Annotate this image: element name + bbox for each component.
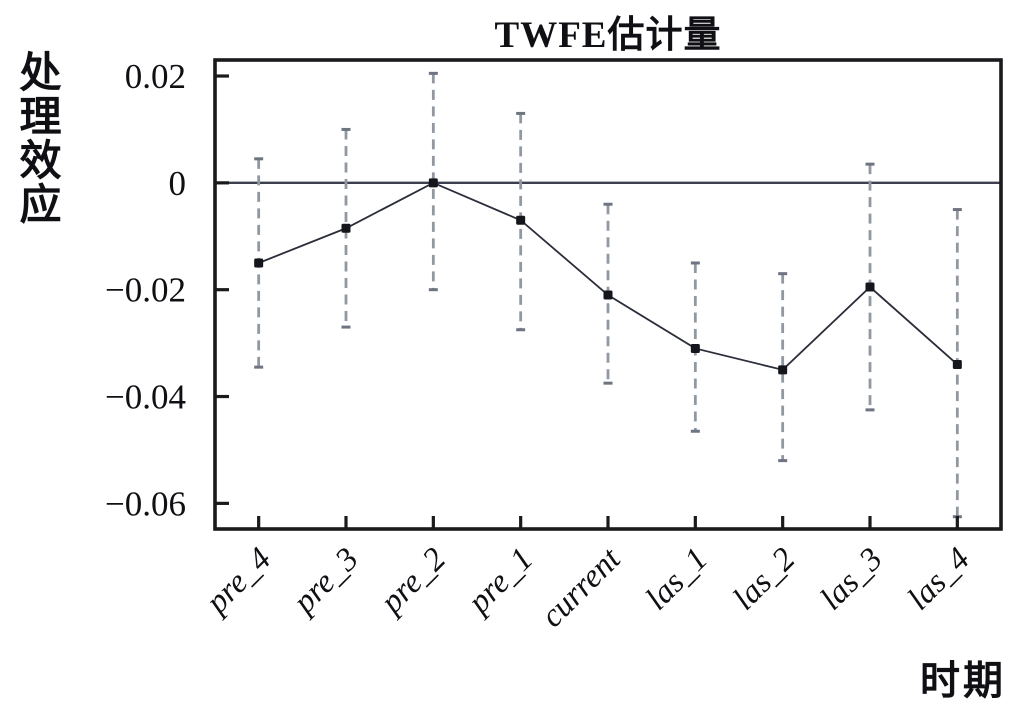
x-tick-label: pre_2	[373, 541, 453, 621]
y-tick-label: 0	[169, 164, 187, 203]
x-tick-label: pre_1	[460, 541, 540, 621]
data-point	[603, 290, 613, 300]
data-point	[865, 282, 875, 292]
x-tick-label: las_1	[639, 541, 715, 617]
data-point	[254, 258, 264, 268]
y-tick-label: 0.02	[125, 57, 186, 96]
data-point	[778, 365, 788, 375]
y-tick-label: −0.06	[105, 484, 186, 523]
y-tick-label: −0.02	[105, 271, 186, 310]
x-tick-label: las_3	[814, 541, 890, 617]
y-tick-label: −0.04	[105, 378, 186, 417]
data-point	[428, 178, 438, 188]
x-tick-label: las_2	[726, 541, 802, 617]
x-axis-title: 时期	[920, 659, 1006, 703]
data-point	[690, 343, 700, 353]
x-tick-label: current	[534, 541, 628, 635]
data-point	[516, 215, 526, 225]
data-point	[341, 223, 351, 233]
data-point	[952, 359, 962, 369]
x-tick-label: pre_4	[198, 541, 278, 621]
chart-title: TWFE估计量	[494, 15, 722, 56]
x-tick-label: pre_3	[285, 541, 365, 621]
x-tick-label: las_4	[901, 541, 977, 617]
y-axis-title: 处理效应	[13, 50, 61, 226]
plot-border	[213, 58, 1003, 531]
